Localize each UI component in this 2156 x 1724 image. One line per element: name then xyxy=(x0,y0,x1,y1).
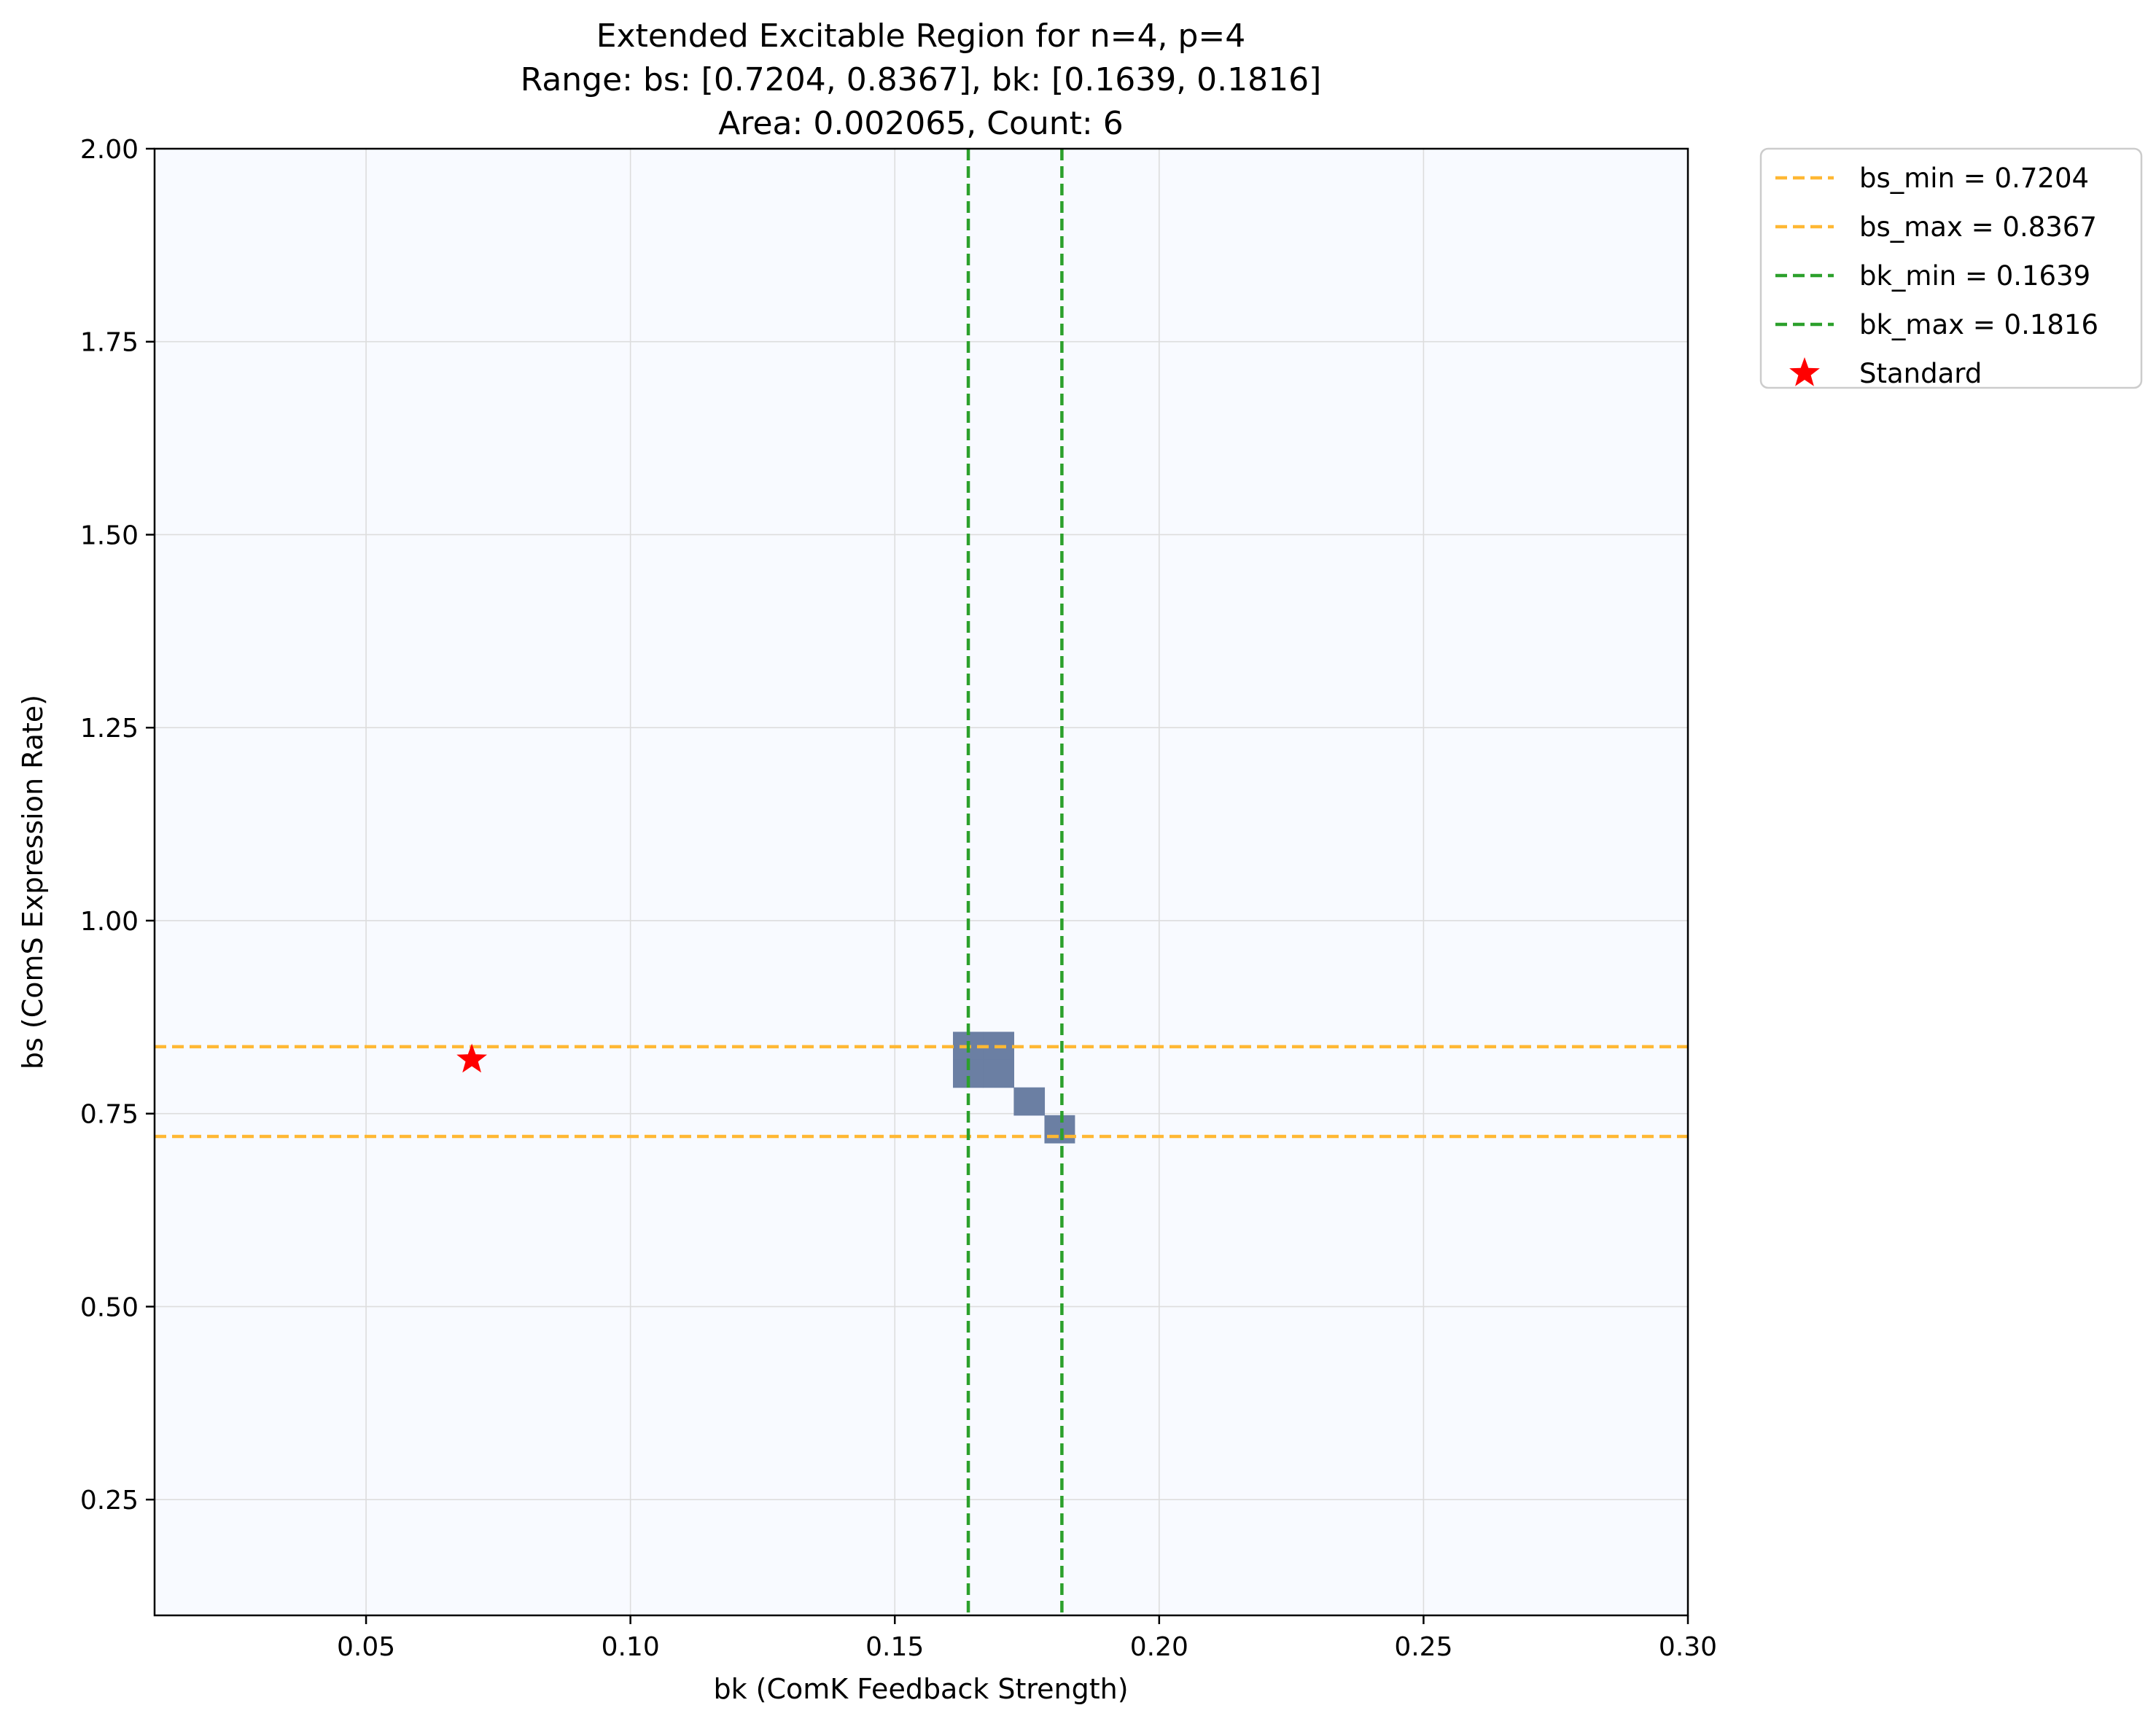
legend-label: bk_max = 0.1816 xyxy=(1859,309,2098,340)
region-cell xyxy=(1013,1087,1046,1116)
region-cell xyxy=(1044,1115,1075,1144)
legend-label: bk_min = 0.1639 xyxy=(1859,260,2090,292)
y-tick-label: 1.25 xyxy=(80,714,139,744)
x-tick-label: 0.20 xyxy=(1130,1632,1188,1662)
title-line-1: Extended Excitable Region for n=4, p=4 xyxy=(596,17,1245,55)
region-cell xyxy=(983,1059,1015,1088)
x-axis-ticks: 0.05 0.10 0.15 0.20 0.25 0.30 xyxy=(337,1615,1717,1662)
points xyxy=(456,1043,487,1073)
x-tick-label: 0.05 xyxy=(337,1632,395,1662)
title-line-3: Area: 0.002065, Count: 6 xyxy=(718,105,1123,142)
title-line-2: Range: bs: [0.7204, 0.8367], bk: [0.1639… xyxy=(521,61,1322,98)
x-tick-label: 0.25 xyxy=(1394,1632,1452,1662)
x-axis-label: bk (ComK Feedback Strength) xyxy=(713,1673,1128,1705)
standard-point-marker xyxy=(456,1043,487,1073)
plot-area xyxy=(155,149,1688,1615)
x-tick-label: 0.15 xyxy=(865,1632,924,1662)
legend-label: bs_min = 0.7204 xyxy=(1859,163,2089,194)
y-tick-label: 0.50 xyxy=(80,1292,139,1322)
y-tick-label: 1.00 xyxy=(80,907,139,937)
x-tick-label: 0.10 xyxy=(602,1632,660,1662)
axes-frame xyxy=(153,147,1689,1617)
x-tick-label: 0.30 xyxy=(1659,1632,1717,1662)
legend: bs_min = 0.7204 bs_max = 0.8367 bk_min = 0… xyxy=(1759,147,2143,389)
y-tick-label: 1.50 xyxy=(80,520,139,550)
y-axis-ticks: 0.25 0.50 0.75 1.00 1.25 1.50 1.75 2.00 xyxy=(80,135,155,1516)
y-tick-label: 2.00 xyxy=(80,135,139,165)
legend-label: bs_max = 0.8367 xyxy=(1859,211,2097,243)
y-tick-label: 0.75 xyxy=(80,1100,139,1130)
legend-box xyxy=(1759,147,2143,389)
chart-title: Extended Excitable Region for n=4, p=4 R… xyxy=(521,17,1322,142)
y-tick-label: 1.75 xyxy=(80,328,139,358)
legend-star-swatch xyxy=(1789,357,1820,386)
reference-lines xyxy=(155,149,1688,1615)
legend-label: Standard xyxy=(1859,358,1982,389)
y-axis-label: bs (ComS Expression Rate) xyxy=(17,695,49,1069)
y-tick-label: 0.25 xyxy=(80,1486,139,1516)
